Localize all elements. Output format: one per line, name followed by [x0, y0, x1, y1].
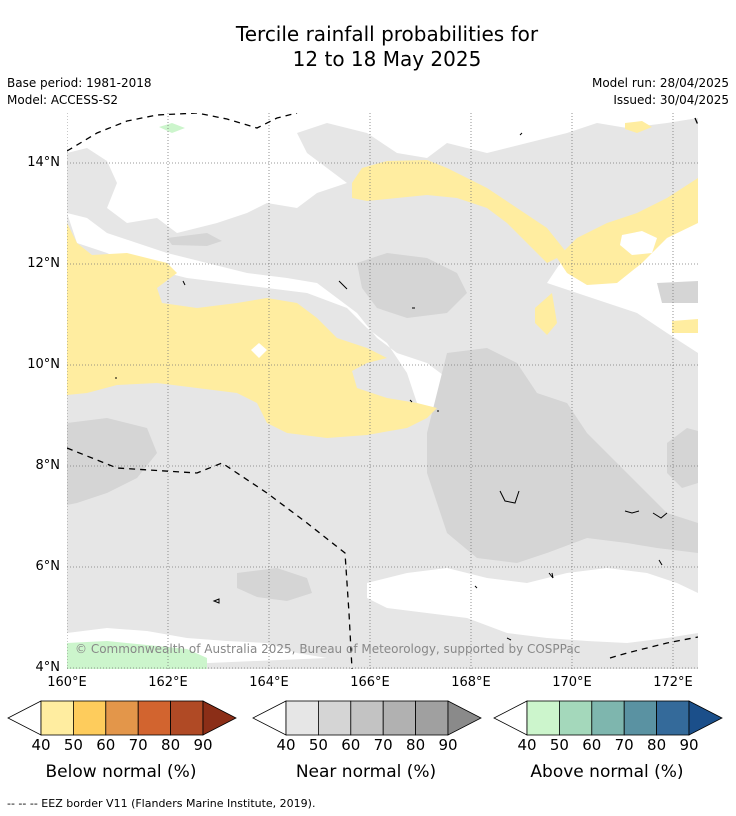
- below-normal-region-north: [352, 160, 567, 263]
- near-normal-colorbar-segment: [318, 700, 352, 736]
- below-normal-colorbar-segment: [105, 700, 139, 736]
- above-normal-colorbar-tick: 40: [517, 736, 537, 754]
- near-normal-colorbar-tick: 50: [308, 736, 328, 754]
- above-normal-colorbar-max-extend: [688, 700, 723, 736]
- above-normal-colorbar: [493, 700, 723, 736]
- above-normal-colorbar-segment: [623, 700, 657, 736]
- above-normal-region-north: [159, 123, 185, 133]
- near-normal-colorbar-tick: 60: [341, 736, 361, 754]
- lat-label-8n: 8°N: [35, 458, 61, 473]
- below-normal-region-east: [557, 178, 698, 285]
- near-normal-dark-patch-7: [667, 428, 698, 488]
- near-normal-dark-patch-3: [67, 418, 157, 505]
- above-normal-colorbar-segment: [526, 700, 560, 736]
- above-normal-colorbar-tick: 70: [614, 736, 634, 754]
- below-normal-colorbar-max-extend: [202, 700, 237, 736]
- below-normal-region-east-3: [672, 319, 698, 333]
- below-normal-colorbar-tick: 90: [193, 736, 213, 754]
- below-normal-colorbar-tick: 50: [63, 736, 83, 754]
- issued-text: Issued: 30/04/2025: [613, 93, 729, 107]
- lat-label-12n: 12°N: [27, 256, 60, 271]
- above-normal-colorbar-tick: 60: [582, 736, 602, 754]
- probability-map: © Commonwealth of Australia 2025, Bureau…: [67, 113, 698, 669]
- model-text: Model: ACCESS-S2: [7, 93, 119, 107]
- islands: [115, 132, 668, 641]
- eez-footer-note: -- -- -- EEZ border V11 (Flanders Marine…: [7, 797, 316, 810]
- near-normal-colorbar-segment: [382, 700, 416, 736]
- near-normal-colorbar-segment: [285, 700, 319, 736]
- base-period-text: Base period: 1981-2018: [7, 76, 152, 90]
- below-normal-colorbar-tick: 80: [161, 736, 181, 754]
- above-normal-colorbar-tick: 90: [679, 736, 699, 754]
- above-normal-colorbar-title: Above normal (%): [530, 762, 684, 782]
- lon-label-166e: 166°E: [350, 675, 390, 690]
- above-normal-colorbar-segment: [656, 700, 690, 736]
- below-normal-colorbar-tick: 70: [128, 736, 148, 754]
- near-normal-dark-patch-2: [427, 348, 698, 563]
- lat-label-14n: 14°N: [27, 155, 60, 170]
- above-normal-colorbar-segment: [591, 700, 625, 736]
- near-normal-colorbar-min-extend: [252, 700, 287, 736]
- near-normal-colorbar-tick: 40: [276, 736, 296, 754]
- copyright-text: © Commonwealth of Australia 2025, Bureau…: [75, 642, 580, 656]
- near-normal-colorbar-title: Near normal (%): [295, 762, 437, 782]
- below-normal-colorbar-segment: [170, 700, 204, 736]
- near-normal-colorbar: [252, 700, 482, 736]
- map-title-line-1: Tercile rainfall probabilities for: [235, 22, 539, 46]
- near-normal-dark-patch-6: [657, 281, 698, 303]
- near-normal-dark-patch-1: [357, 253, 467, 318]
- near-normal-colorbar-segment: [415, 700, 449, 736]
- map-title-line-2: 12 to 18 May 2025: [292, 47, 482, 71]
- below-normal-colorbar-min-extend: [7, 700, 42, 736]
- below-normal-colorbar-title: Below normal (%): [45, 762, 197, 782]
- near-normal-colorbar-tick: 70: [373, 736, 393, 754]
- lat-label-10n: 10°N: [27, 357, 60, 372]
- below-normal-colorbar-segment: [73, 700, 107, 736]
- below-normal-colorbar-segment: [137, 700, 171, 736]
- no-signal-hole-1: [251, 343, 267, 358]
- no-signal-hole-2: [620, 231, 657, 255]
- near-normal-colorbar-segment: [350, 700, 384, 736]
- lon-label-164e: 164°E: [249, 675, 289, 690]
- eez-border: [67, 113, 698, 669]
- above-normal-colorbar-segment: [559, 700, 593, 736]
- below-normal-colorbar: [7, 700, 237, 736]
- near-normal-colorbar-max-extend: [447, 700, 482, 736]
- below-normal-colorbar-segment: [40, 700, 74, 736]
- below-normal-region-east-2: [535, 293, 557, 335]
- below-normal-region-west: [67, 223, 437, 438]
- no-signal-region-south: [367, 568, 698, 643]
- above-normal-colorbar-tick: 50: [549, 736, 569, 754]
- lon-label-170e: 170°E: [552, 675, 592, 690]
- lon-label-160e: 160°E: [47, 675, 87, 690]
- below-normal-colorbar-tick: 40: [31, 736, 51, 754]
- near-normal-colorbar-tick: 90: [438, 736, 458, 754]
- below-normal-region-top: [625, 121, 652, 133]
- above-normal-colorbar-tick: 80: [647, 736, 667, 754]
- model-run-text: Model run: 28/04/2025: [591, 76, 729, 90]
- no-signal-region-north: [67, 113, 698, 233]
- lon-label-168e: 168°E: [451, 675, 491, 690]
- above-normal-colorbar-min-extend: [493, 700, 528, 736]
- lat-label-6n: 6°N: [35, 559, 61, 574]
- near-normal-colorbar-tick: 80: [406, 736, 426, 754]
- below-normal-colorbar-tick: 60: [96, 736, 116, 754]
- map-gridlines: [67, 113, 698, 669]
- above-normal-region-south: [67, 641, 207, 669]
- lon-label-162e: 162°E: [148, 675, 188, 690]
- lat-label-4n: 4°N: [35, 660, 61, 675]
- lon-label-172e: 172°E: [653, 675, 693, 690]
- near-normal-dark-patch-4: [237, 568, 312, 601]
- near-normal-dark-patch-5: [167, 233, 222, 246]
